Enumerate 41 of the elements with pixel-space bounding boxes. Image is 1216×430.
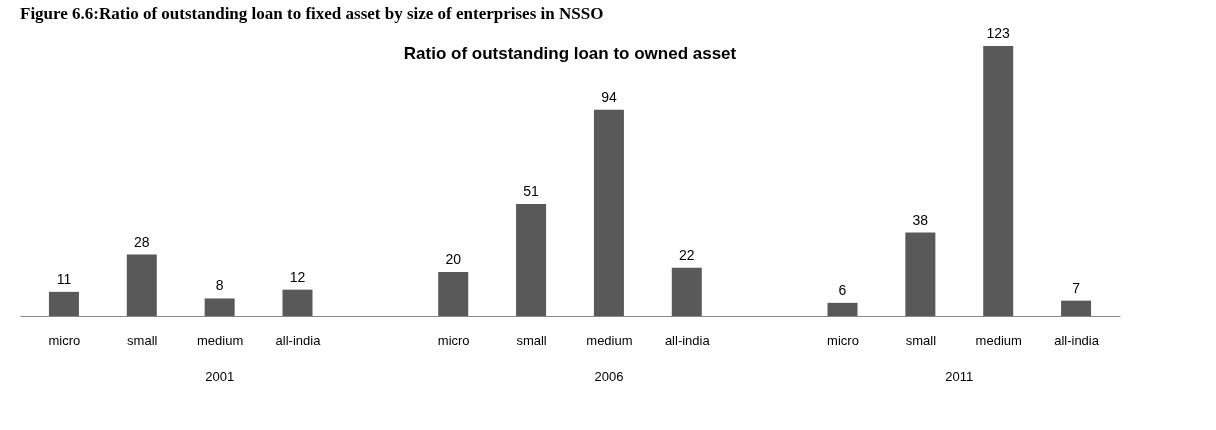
data-label: 123 — [986, 25, 1011, 41]
x-tick-label: small — [516, 332, 547, 348]
data-label: 51 — [523, 183, 540, 200]
bar — [438, 272, 469, 316]
bar — [282, 289, 313, 316]
data-label: 7 — [1072, 279, 1081, 296]
x-tick-label: all-india — [664, 332, 711, 348]
data-label: 38 — [912, 211, 929, 228]
data-label: 28 — [134, 233, 150, 250]
bar — [671, 267, 702, 316]
x-tick-label: micro — [827, 332, 859, 348]
bar — [126, 254, 157, 316]
chart-subtitle: Ratio of outstanding loan to owned asset — [403, 44, 737, 63]
x-tick-label: medium — [586, 332, 633, 348]
data-label: 8 — [215, 277, 224, 294]
data-label: 6 — [838, 281, 847, 298]
x-tick-label: micro — [48, 332, 81, 348]
x-tick-label: all-india — [1054, 332, 1100, 348]
data-label: 20 — [445, 251, 462, 268]
x-tick-label: medium — [197, 332, 244, 348]
text: 2006 — [594, 369, 624, 384]
data-label: 12 — [289, 268, 306, 285]
x-tick-label: small — [127, 332, 158, 348]
text: 2011 — [945, 369, 974, 384]
text: 2001 — [205, 369, 235, 384]
data-label: 94 — [601, 88, 617, 105]
bar — [204, 298, 235, 316]
x-tick-label: micro — [437, 332, 470, 348]
bar — [827, 302, 858, 316]
x-tick-label: all-india — [275, 332, 322, 348]
bar — [593, 109, 624, 316]
bar — [905, 232, 936, 316]
bar — [983, 46, 1014, 316]
data-label: 11 — [56, 270, 72, 287]
data-label: 22 — [679, 246, 695, 263]
x-tick-label: medium — [975, 332, 1022, 348]
x-tick-label: small — [905, 332, 937, 348]
chart-title: Figure 6.6:Ratio of outstanding loan to fixed asset by size of enterprises in NSSO — [20, 4, 604, 23]
bar — [1061, 300, 1092, 316]
bar — [48, 291, 79, 316]
bar — [516, 204, 547, 316]
